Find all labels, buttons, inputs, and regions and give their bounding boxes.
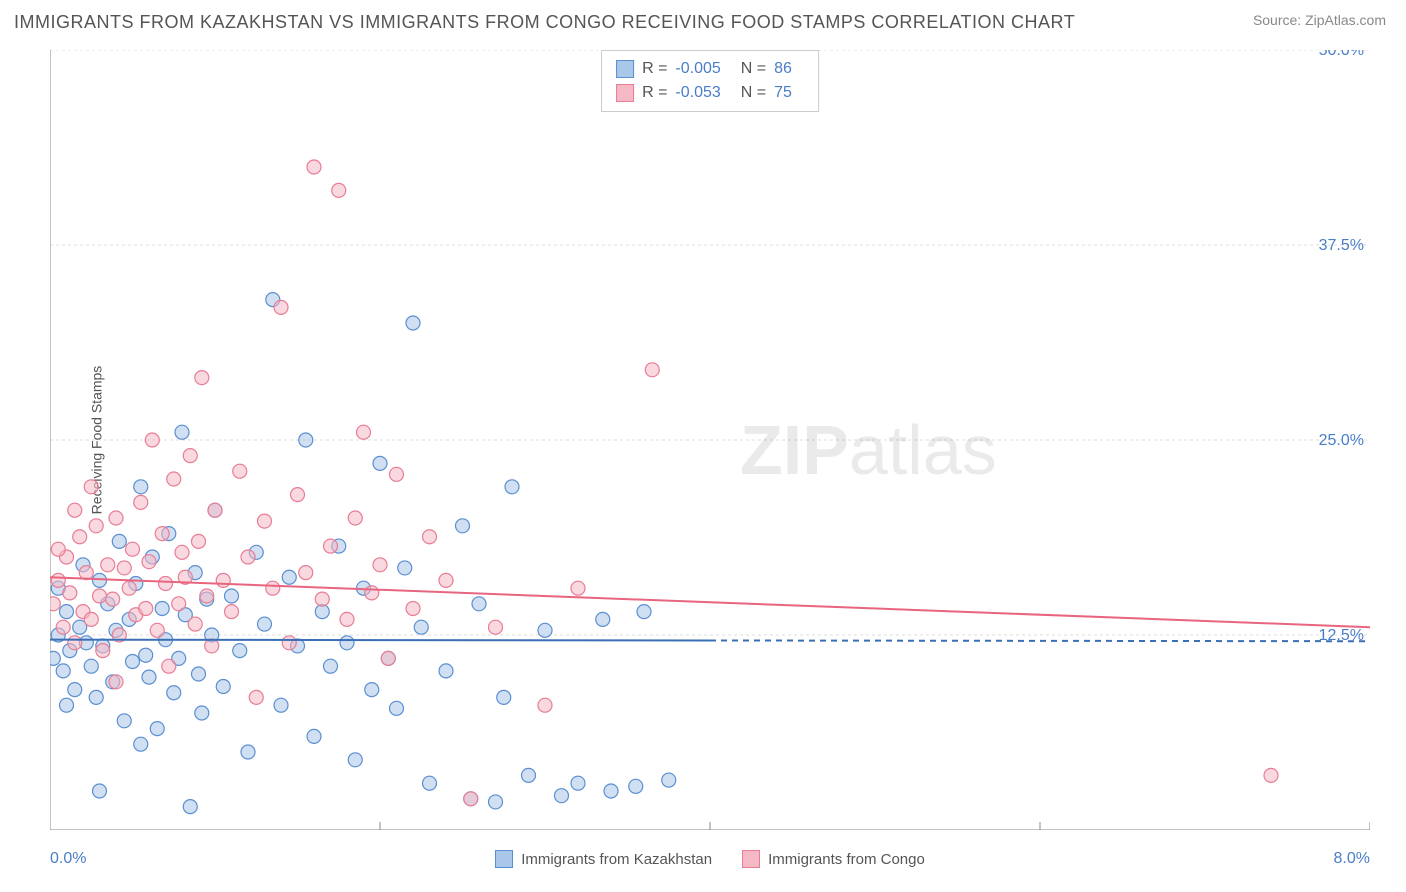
r-label: R = [642, 81, 667, 105]
r-label: R = [642, 57, 667, 81]
source-prefix: Source: [1253, 12, 1305, 28]
stats-row-congo: R = -0.053 N = 75 [616, 81, 804, 105]
n-label: N = [741, 57, 766, 81]
n-value-congo: 75 [774, 81, 792, 105]
r-value-kazakhstan: -0.005 [675, 57, 720, 81]
series-legend: Immigrants from Kazakhstan Immigrants fr… [50, 850, 1370, 868]
legend-label-kazakhstan: Immigrants from Kazakhstan [521, 851, 712, 868]
chart-title: IMMIGRANTS FROM KAZAKHSTAN VS IMMIGRANTS… [14, 12, 1075, 33]
swatch-congo [742, 850, 760, 868]
n-label: N = [741, 81, 766, 105]
legend-label-congo: Immigrants from Congo [768, 851, 925, 868]
swatch-kazakhstan [616, 60, 634, 78]
stats-legend-box: R = -0.005 N = 86 R = -0.053 N = 75 [601, 50, 819, 112]
n-value-kazakhstan: 86 [774, 57, 792, 81]
scatter-plot: 12.5%25.0%37.5%50.0% [50, 50, 1370, 830]
legend-item-congo: Immigrants from Congo [742, 850, 925, 868]
chart-container: Receiving Food Stamps 12.5%25.0%37.5%50.… [50, 50, 1370, 830]
source-attribution: Source: ZipAtlas.com [1253, 12, 1386, 28]
svg-text:50.0%: 50.0% [1319, 50, 1364, 59]
swatch-congo [616, 84, 634, 102]
source-name: ZipAtlas.com [1305, 12, 1386, 28]
stats-row-kazakhstan: R = -0.005 N = 86 [616, 57, 804, 81]
svg-text:37.5%: 37.5% [1319, 237, 1364, 254]
legend-item-kazakhstan: Immigrants from Kazakhstan [495, 850, 712, 868]
svg-text:25.0%: 25.0% [1319, 432, 1364, 449]
r-value-congo: -0.053 [675, 81, 720, 105]
chart-header: IMMIGRANTS FROM KAZAKHSTAN VS IMMIGRANTS… [0, 0, 1406, 41]
swatch-kazakhstan [495, 850, 513, 868]
